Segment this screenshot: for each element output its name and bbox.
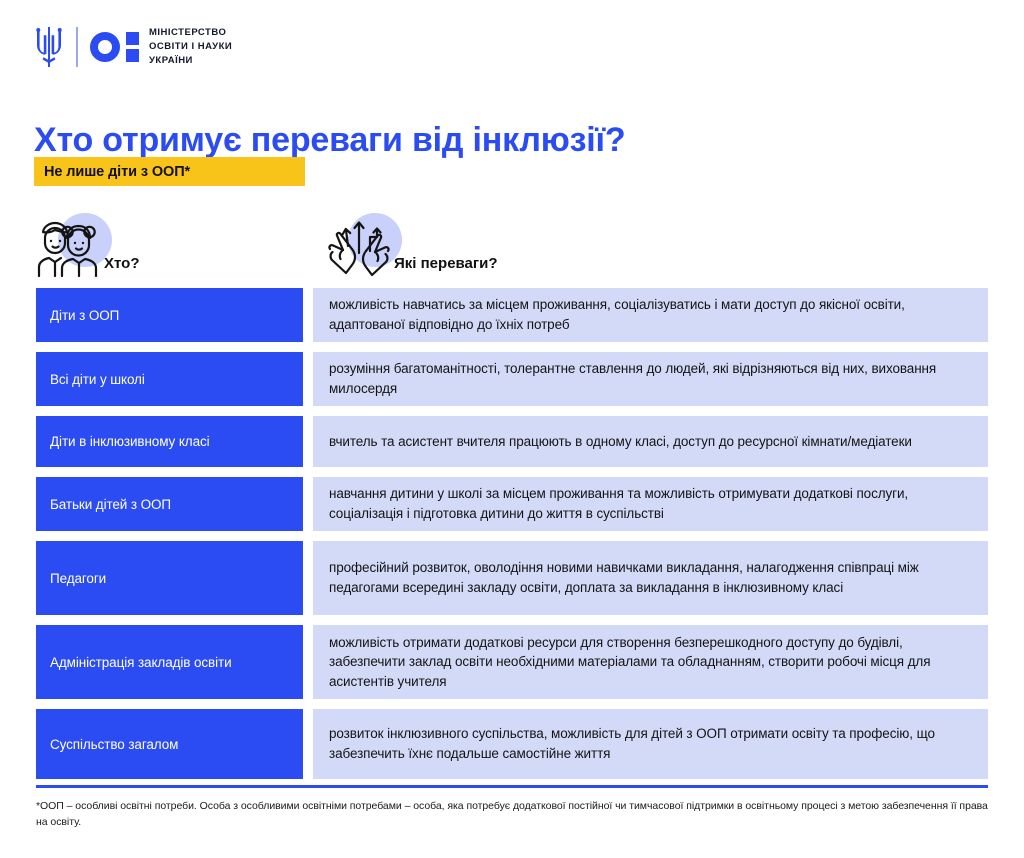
- column-header-who: Хто?: [36, 205, 139, 280]
- column-header-benefits: Які переваги?: [326, 205, 498, 280]
- hands-growth-arrows-icon: [326, 210, 404, 280]
- row-who-cell: Діти з ООП: [36, 288, 303, 342]
- ministry-name: МІНІСТЕРСТВО ОСВІТИ І НАУКИ УКРАЇНИ: [149, 27, 233, 66]
- subtitle-banner-label: Не лише діти з ООП*: [44, 163, 191, 180]
- table-row: Діти з ООП можливість навчатись за місце…: [36, 288, 988, 342]
- row-who-cell: Батьки дітей з ООП: [36, 477, 303, 531]
- row-benefit-cell: розвиток інклюзивного суспільства, можли…: [313, 709, 988, 779]
- logo-ring-icon: [90, 32, 120, 62]
- row-who-cell: Адміністрація закладів освіти: [36, 625, 303, 699]
- table-row: Педагоги професійний розвиток, оволодінн…: [36, 541, 988, 615]
- row-who-cell: Суспільство загалом: [36, 709, 303, 779]
- ministry-logo: МІНІСТЕРСТВО ОСВІТИ І НАУКИ УКРАЇНИ: [36, 18, 232, 76]
- table-row: Адміністрація закладів освіти можливість…: [36, 625, 988, 699]
- row-benefit-cell: вчитель та асистент вчителя працюють в о…: [313, 416, 988, 467]
- row-benefit-cell: розуміння багатоманітності, толерантне с…: [313, 352, 988, 406]
- row-benefit-cell: можливість отримати додаткові ресурси дл…: [313, 625, 988, 699]
- table-row: Суспільство загалом розвиток інклюзивног…: [36, 709, 988, 779]
- footnote-text: *ООП – особливі освітні потреби. Особа з…: [36, 800, 988, 829]
- ukraine-trident-icon: [36, 27, 62, 67]
- footer-divider: [36, 785, 988, 788]
- column-header-who-label: Хто?: [104, 255, 140, 272]
- row-benefit-cell: професійний розвиток, оволодіння новими …: [313, 541, 988, 615]
- subtitle-banner: Не лише діти з ООП*: [34, 157, 305, 186]
- row-who-cell: Педагоги: [36, 541, 303, 615]
- table-row: Діти в інклюзивному класі вчитель та аси…: [36, 416, 988, 467]
- page-title: Хто отримує переваги від інклюзії?: [34, 120, 626, 159]
- row-who-cell: Всі діти у школі: [36, 352, 303, 406]
- table-row: Всі діти у школі розуміння багатоманітно…: [36, 352, 988, 406]
- mon-ring-colon-mark: [90, 32, 139, 62]
- row-who-cell: Діти в інклюзивному класі: [36, 416, 303, 467]
- table-row: Батьки дітей з ООП навчання дитини у шко…: [36, 477, 988, 531]
- two-children-icon: [36, 210, 114, 280]
- row-benefit-cell: навчання дитини у школі за місцем прожив…: [313, 477, 988, 531]
- logo-squares-icon: [126, 32, 139, 62]
- column-headers: Хто?: [0, 205, 1024, 285]
- logo-divider: [76, 27, 78, 67]
- column-header-benefits-label: Які переваги?: [394, 255, 498, 272]
- benefits-table: Діти з ООП можливість навчатись за місце…: [36, 288, 988, 789]
- row-benefit-cell: можливість навчатись за місцем проживанн…: [313, 288, 988, 342]
